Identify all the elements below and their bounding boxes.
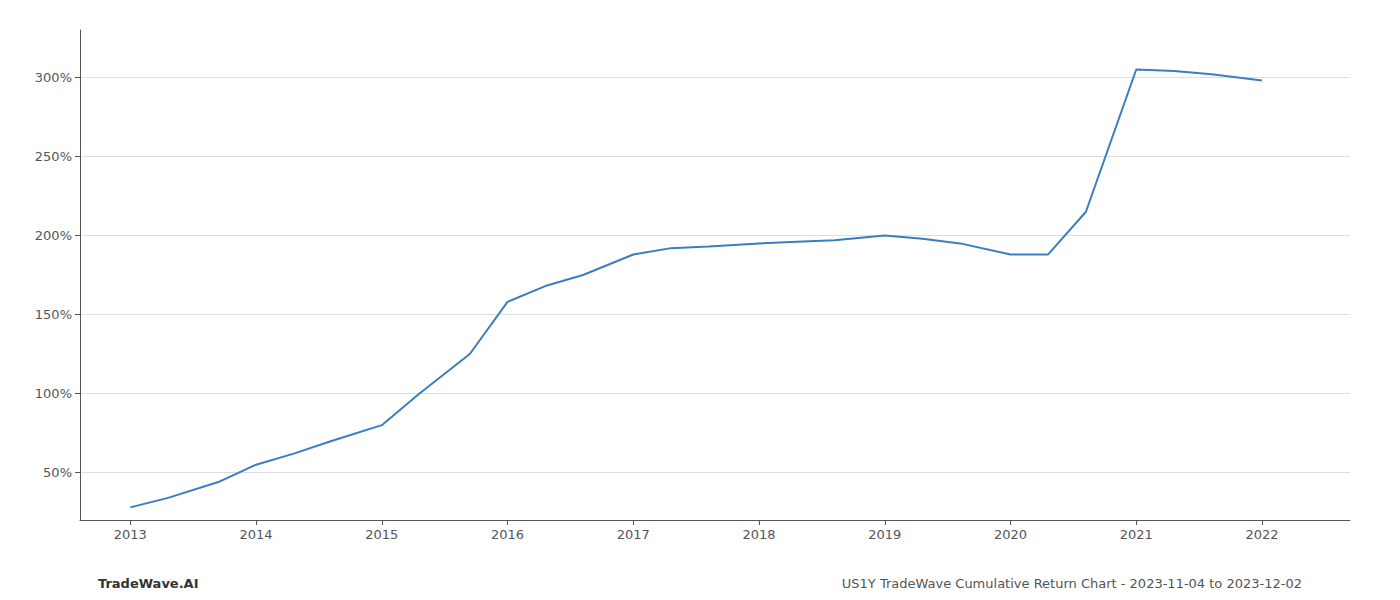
svg-text:2022: 2022 — [1245, 527, 1278, 542]
svg-text:300%: 300% — [35, 70, 72, 85]
svg-text:2016: 2016 — [491, 527, 524, 542]
svg-text:250%: 250% — [35, 149, 72, 164]
svg-text:2017: 2017 — [617, 527, 650, 542]
svg-text:2015: 2015 — [365, 527, 398, 542]
svg-text:2021: 2021 — [1120, 527, 1153, 542]
svg-text:100%: 100% — [35, 386, 72, 401]
svg-text:2013: 2013 — [114, 527, 147, 542]
svg-text:150%: 150% — [35, 307, 72, 322]
svg-text:TradeWave.AI: TradeWave.AI — [98, 576, 199, 591]
svg-text:2019: 2019 — [868, 527, 901, 542]
svg-text:2018: 2018 — [742, 527, 775, 542]
svg-text:200%: 200% — [35, 228, 72, 243]
svg-text:US1Y TradeWave Cumulative Retu: US1Y TradeWave Cumulative Return Chart -… — [842, 576, 1302, 591]
svg-text:2020: 2020 — [994, 527, 1027, 542]
svg-text:2014: 2014 — [239, 527, 272, 542]
svg-text:50%: 50% — [43, 465, 72, 480]
